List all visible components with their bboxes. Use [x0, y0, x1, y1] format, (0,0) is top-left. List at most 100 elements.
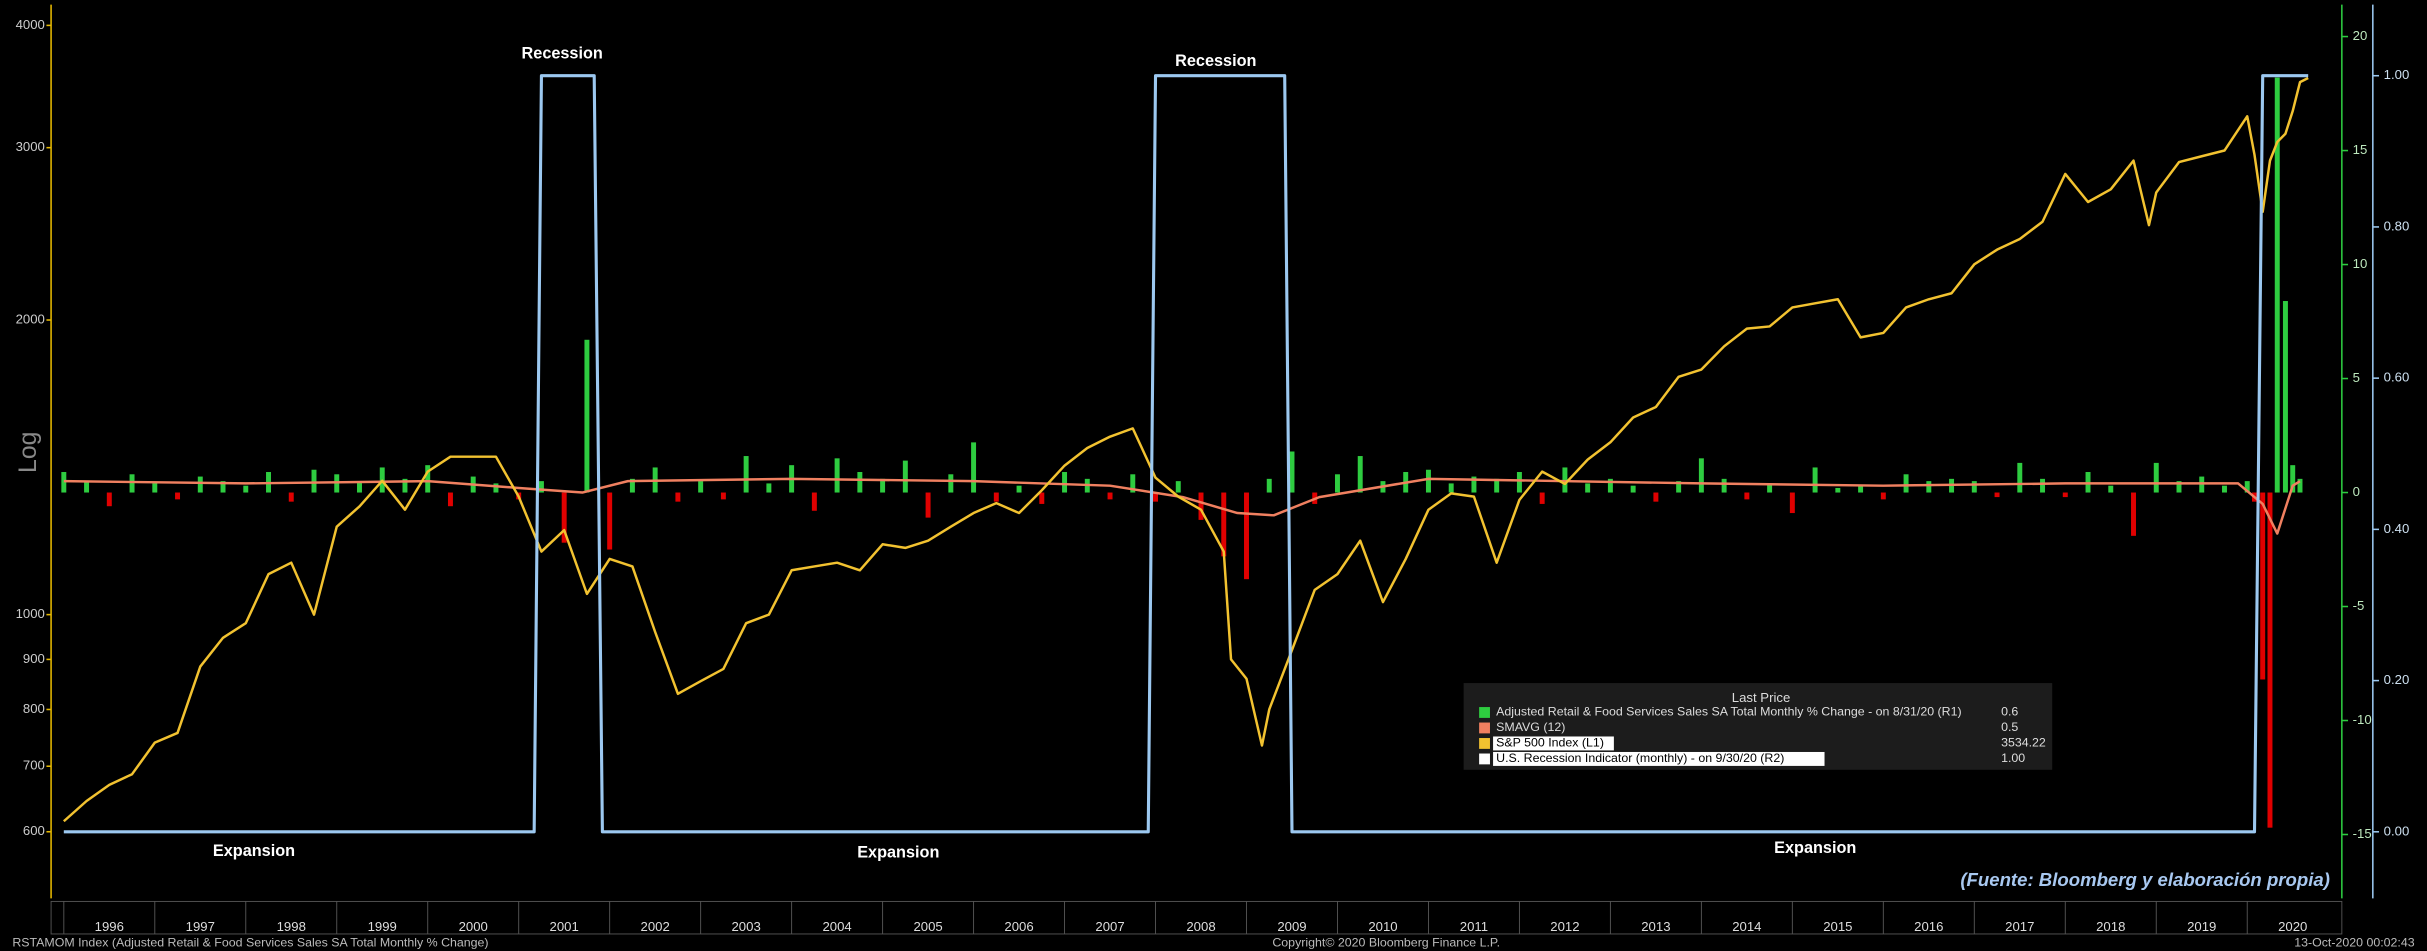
bar: [1585, 483, 1591, 493]
bar: [2244, 481, 2250, 493]
x-tick-label: 2017: [2005, 919, 2034, 934]
bar: [1289, 451, 1295, 493]
x-tick-label: 2019: [2187, 919, 2216, 934]
bar: [743, 456, 749, 493]
bar: [2282, 301, 2288, 493]
y2-tick-label: 5: [2353, 370, 2360, 385]
bar: [584, 339, 590, 493]
legend-label: SMAVG (12): [1496, 720, 1565, 734]
bar: [720, 492, 726, 500]
x-tick-label: 2011: [1460, 919, 1488, 934]
bar: [1448, 483, 1454, 493]
bar: [1130, 474, 1136, 493]
y3-tick-label: 0.60: [2384, 370, 2410, 385]
bar: [1630, 485, 1636, 493]
bar: [2062, 492, 2068, 498]
bar: [857, 472, 863, 493]
bar: [1994, 492, 2000, 498]
y2-tick-label: -5: [2353, 598, 2365, 613]
bar: [1175, 481, 1181, 493]
y-tick-label: 800: [23, 701, 45, 716]
x-tick-label: 2018: [2096, 919, 2125, 934]
bar: [1789, 492, 1795, 514]
bar: [425, 465, 431, 493]
x-tick-label: 2000: [459, 919, 488, 934]
bar: [902, 460, 908, 493]
y-tick-label: 700: [23, 758, 45, 773]
footer-right: 13-Oct-2020 00:02:43: [2294, 936, 2415, 950]
legend-swatch: [1479, 738, 1490, 749]
bar: [288, 492, 294, 502]
bar: [2108, 485, 2114, 493]
legend-highlight: [1493, 751, 1825, 766]
bar: [1903, 474, 1909, 493]
bar: [1039, 492, 1045, 504]
legend-title: Last Price: [1732, 690, 1790, 705]
bar: [766, 483, 772, 493]
legend-value: 1.00: [2001, 751, 2025, 765]
y3-tick-label: 0.20: [2384, 672, 2410, 687]
bar: [1858, 485, 1864, 493]
bar: [1812, 467, 1818, 493]
bar: [1698, 458, 1704, 493]
legend-swatch: [1479, 707, 1490, 718]
bar: [2267, 492, 2273, 828]
bar: [971, 442, 977, 493]
annotation: Expansion: [857, 844, 939, 862]
bar: [629, 478, 635, 493]
line-series: [63, 477, 2301, 535]
bar: [129, 474, 135, 493]
background: [3, 0, 2424, 951]
footer-center: Copyright© 2020 Bloomberg Finance L.P.: [1272, 936, 1500, 950]
bar: [2290, 465, 2296, 493]
legend-value: 3534.22: [2001, 736, 2046, 750]
x-tick-label: 2002: [641, 919, 670, 934]
x-tick-label: 2003: [731, 919, 760, 934]
bar: [1357, 456, 1363, 493]
legend-highlight: [1493, 736, 1614, 751]
bar: [1494, 478, 1500, 493]
x-tick-label: 2016: [1914, 919, 1943, 934]
y-tick-label: 4000: [16, 17, 45, 32]
x-tick-label: 1996: [95, 919, 124, 934]
x-tick-label: 2010: [1368, 919, 1397, 934]
bar: [357, 481, 362, 493]
bar: [1744, 492, 1750, 500]
bar: [561, 492, 567, 543]
bar: [1334, 474, 1340, 493]
x-tick-label: 2001: [550, 919, 579, 934]
x-tick-label: 2013: [1641, 919, 1670, 934]
x-tick-label: 2015: [1823, 919, 1852, 934]
bar: [493, 483, 499, 493]
y-tick-label: 2000: [16, 311, 45, 326]
annotation: Recession: [1175, 52, 1256, 70]
bar: [2153, 462, 2159, 493]
bar: [880, 478, 886, 493]
y2-tick-label: 0: [2353, 484, 2360, 499]
bar: [152, 483, 158, 493]
annotation: Recession: [522, 45, 603, 63]
y3-tick-label: 0.80: [2384, 218, 2410, 233]
bar: [2040, 478, 2046, 493]
y2-tick-label: -15: [2353, 826, 2372, 841]
x-tick-label: 1999: [368, 919, 397, 934]
bar: [1198, 492, 1204, 520]
bar: [1880, 492, 1886, 500]
bar: [1244, 492, 1249, 580]
bar: [1016, 485, 1022, 493]
y2-tick-label: 20: [2353, 28, 2368, 43]
bar: [1926, 481, 1932, 493]
bar: [2260, 492, 2266, 680]
legend-value: 0.5: [2001, 720, 2018, 734]
y-tick-label: 600: [23, 823, 45, 838]
bar: [2274, 77, 2280, 493]
legend-label: U.S. Recession Indicator (monthly) - on …: [1496, 751, 1784, 765]
bar: [1676, 481, 1682, 493]
x-tick-label: 2008: [1186, 919, 1215, 934]
source-note: (Fuente: Bloomberg y elaboración propia): [1960, 869, 2330, 890]
bar: [243, 485, 249, 493]
y-tick-label: 3000: [16, 139, 45, 154]
y-tick-label: 900: [23, 651, 45, 666]
y2-tick-label: 10: [2353, 256, 2368, 271]
